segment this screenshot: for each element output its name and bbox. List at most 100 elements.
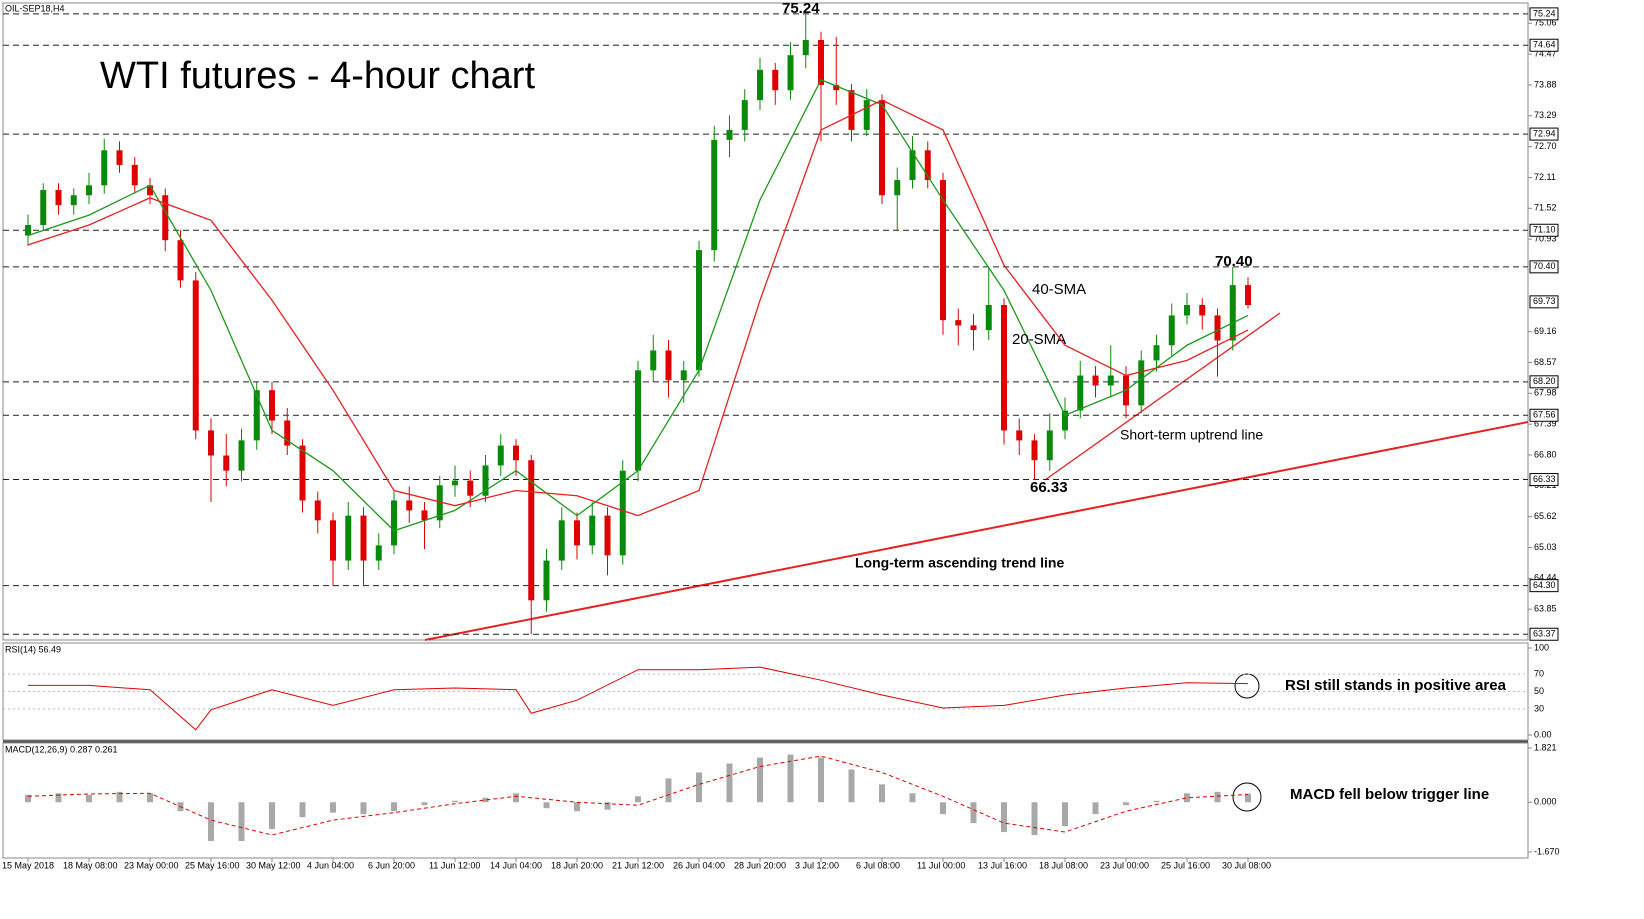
candle-body	[680, 370, 687, 381]
chart-title: WTI futures - 4-hour chart	[100, 55, 535, 97]
macd-bar	[208, 802, 214, 841]
y-tick-label: 72.70	[1534, 141, 1557, 151]
long-term-trend-line	[424, 421, 1529, 641]
candle-body	[619, 470, 626, 556]
macd-bar	[787, 754, 794, 803]
rsi-line	[28, 666, 1249, 731]
macd-bar	[1062, 802, 1068, 827]
candle-body	[1245, 285, 1251, 305]
rsi-note: RSI still stands in positive area	[1285, 677, 1507, 694]
level-box	[1529, 375, 1559, 389]
candle-body	[589, 515, 596, 546]
x-tick-label: 23 Jul 00:00	[1100, 860, 1149, 870]
macd-bar	[86, 794, 92, 803]
macd-bar	[299, 802, 306, 818]
candle-body	[1107, 375, 1114, 386]
macd-bar	[330, 802, 336, 813]
last-price-box	[1529, 295, 1559, 309]
macd-bar	[635, 796, 641, 803]
x-tick-label: 4 Jun 04:00	[307, 860, 354, 870]
candle-body	[635, 370, 641, 471]
candle-body	[467, 480, 474, 496]
candle-body	[1031, 440, 1038, 461]
level-box	[1529, 223, 1559, 237]
level-label: 67.56	[1533, 410, 1556, 420]
x-tick-label: 26 Jun 04:00	[673, 860, 725, 870]
main-panel	[2, 2, 1529, 641]
macd-bar	[269, 802, 275, 830]
candle-body	[269, 390, 275, 421]
x-tick-label: 30 Jul 08:00	[1222, 860, 1271, 870]
x-tick-label: 18 Jul 08:00	[1039, 860, 1088, 870]
level-label: 71.10	[1533, 225, 1556, 235]
x-tick-label: 25 Jul 16:00	[1161, 860, 1210, 870]
x-tick-label: 18 May 08:00	[63, 860, 118, 870]
macd-tick-label: 0.000	[1534, 797, 1557, 807]
annotation: Short-term uptrend line	[1120, 427, 1263, 443]
candle-body	[330, 520, 336, 561]
candle-body	[421, 510, 428, 521]
y-tick-label: 74.47	[1534, 49, 1557, 59]
macd-tick-label: 1.821	[1534, 742, 1557, 752]
candle-body	[1077, 375, 1084, 411]
candle-body	[1016, 430, 1023, 441]
macd-bar	[757, 757, 763, 803]
candle-body	[131, 164, 138, 186]
level-label: 63.37	[1533, 629, 1556, 639]
x-tick-label: 14 Jun 04:00	[490, 860, 542, 870]
candle-body	[696, 250, 702, 371]
level-box	[1529, 408, 1559, 422]
macd-note: MACD fell below trigger line	[1290, 786, 1489, 803]
macd-bar	[1153, 800, 1160, 803]
macd-bar	[848, 769, 855, 803]
candle-body	[1153, 345, 1160, 361]
x-tick-label: 28 Jun 20:00	[734, 860, 786, 870]
macd-bar	[940, 802, 946, 815]
candle-body	[116, 150, 123, 165]
level-box	[1529, 38, 1559, 52]
x-tick-label: 11 Jun 12:00	[429, 860, 480, 870]
candle-body	[711, 139, 718, 251]
candle-body	[497, 445, 504, 466]
macd-bar	[818, 757, 824, 803]
annotation: 70.40	[1215, 253, 1253, 270]
x-tick-label: 15 May 2018	[2, 860, 54, 870]
candle-body	[55, 190, 62, 206]
macd-bar	[391, 802, 397, 812]
candle-body	[940, 180, 946, 321]
level-box	[1529, 7, 1559, 21]
candle-body	[208, 430, 214, 456]
candle-body	[299, 445, 306, 501]
level-box	[1529, 627, 1559, 641]
candle-body	[879, 100, 885, 196]
macd-bar	[116, 791, 123, 803]
candle-body	[848, 90, 855, 130]
x-tick-label: 30 May 12:00	[246, 860, 301, 870]
y-tick-label: 65.03	[1534, 542, 1557, 552]
rsi-tick-label: 70	[1534, 668, 1544, 678]
x-tick-label: 3 Jul 12:00	[795, 860, 839, 870]
candle-body	[513, 445, 519, 461]
candle-body	[101, 150, 108, 186]
candle-body	[818, 40, 824, 85]
macd-bar	[970, 802, 977, 824]
level-box	[1529, 579, 1559, 593]
macd-bar	[665, 778, 672, 803]
macd-bar	[1092, 802, 1099, 815]
y-tick-label: 64.44	[1534, 573, 1557, 583]
x-tick-label: 25 May 16:00	[185, 860, 240, 870]
y-tick-label: 68.57	[1534, 357, 1557, 367]
rsi-title: RSI(14) 56.49	[5, 644, 61, 654]
candle-body	[1046, 430, 1053, 461]
level-label: 72.94	[1533, 128, 1556, 138]
y-tick-label: 63.85	[1534, 604, 1557, 614]
level-label: 68.20	[1533, 376, 1556, 386]
x-tick-label: 18 Jun 20:00	[551, 860, 603, 870]
candle-body	[528, 460, 535, 601]
candle-body	[802, 40, 809, 56]
macd-bar	[1001, 802, 1007, 833]
level-label: 64.30	[1533, 580, 1556, 590]
macd-bar	[726, 763, 733, 803]
x-tick-label: 6 Jun 20:00	[368, 860, 415, 870]
sma-label: 40-SMA	[1032, 281, 1086, 298]
